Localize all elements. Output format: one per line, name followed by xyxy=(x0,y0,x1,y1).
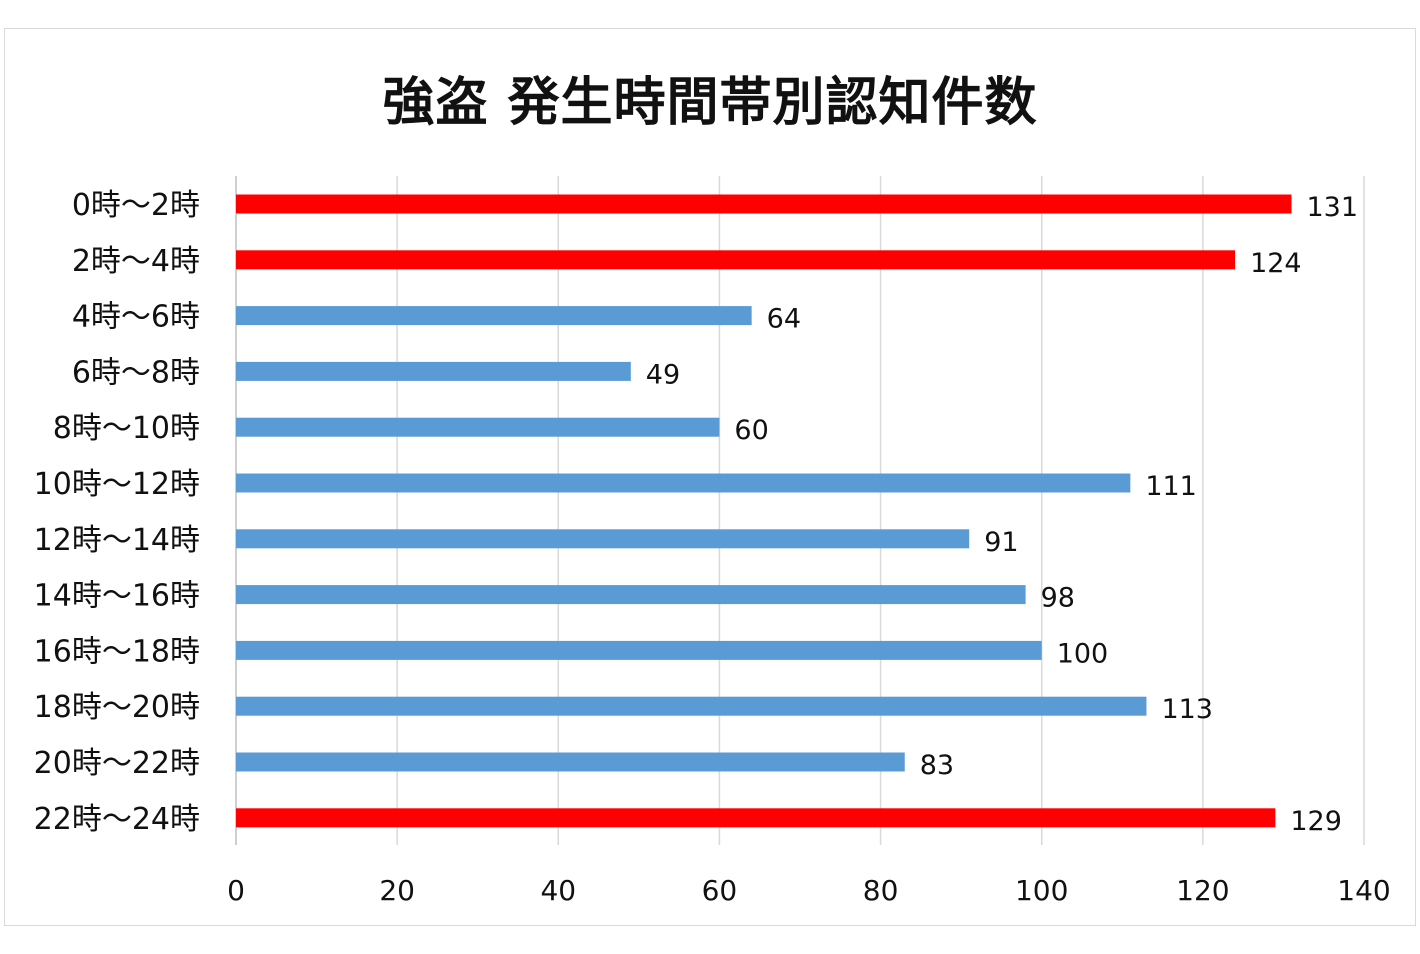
category-label: 12時～14時 xyxy=(34,523,200,558)
x-tick-label: 20 xyxy=(379,874,415,907)
bar xyxy=(236,808,1276,828)
x-tick-label: 120 xyxy=(1176,874,1229,907)
x-tick-label: 140 xyxy=(1337,874,1390,907)
data-label: 83 xyxy=(920,750,954,781)
data-label: 113 xyxy=(1161,694,1213,725)
category-label: 14時～16時 xyxy=(34,579,200,614)
category-label: 4時～6時 xyxy=(72,300,200,335)
bar xyxy=(236,696,1147,716)
category-label: 22時～24時 xyxy=(34,802,200,837)
category-label: 6時～8時 xyxy=(72,355,200,390)
bar xyxy=(236,752,905,772)
data-label: 60 xyxy=(734,415,768,446)
x-tick-label: 40 xyxy=(540,874,576,907)
data-label: 124 xyxy=(1250,248,1302,279)
data-label: 100 xyxy=(1057,638,1109,669)
category-label: 20時～22時 xyxy=(34,746,200,781)
x-tick-label: 60 xyxy=(702,874,738,907)
x-tick-label: 80 xyxy=(863,874,899,907)
data-label: 131 xyxy=(1306,192,1358,223)
bar xyxy=(236,529,970,549)
bar xyxy=(236,640,1042,660)
bar xyxy=(236,473,1131,493)
bar xyxy=(236,250,1236,270)
bar xyxy=(236,361,631,381)
category-label: 2時～4時 xyxy=(72,244,200,279)
data-label: 64 xyxy=(767,304,801,335)
category-label: 0時～2時 xyxy=(72,188,200,223)
data-label: 49 xyxy=(646,359,680,390)
category-label: 16時～18時 xyxy=(34,634,200,669)
data-label: 111 xyxy=(1145,471,1197,502)
bar xyxy=(236,585,1026,605)
category-label: 18時～20時 xyxy=(34,690,200,725)
chart-title: 強盗 発生時間帯別認知件数 xyxy=(382,73,1038,133)
bar xyxy=(236,417,720,437)
category-label: 8時～10時 xyxy=(53,411,200,446)
category-label: 10時～12時 xyxy=(34,467,200,502)
x-tick-label: 100 xyxy=(1015,874,1068,907)
data-label: 98 xyxy=(1041,583,1075,614)
bar xyxy=(236,194,1292,214)
data-label: 129 xyxy=(1290,806,1342,837)
x-tick-label: 0 xyxy=(227,874,245,907)
bar xyxy=(236,306,752,326)
data-label: 91 xyxy=(984,527,1018,558)
